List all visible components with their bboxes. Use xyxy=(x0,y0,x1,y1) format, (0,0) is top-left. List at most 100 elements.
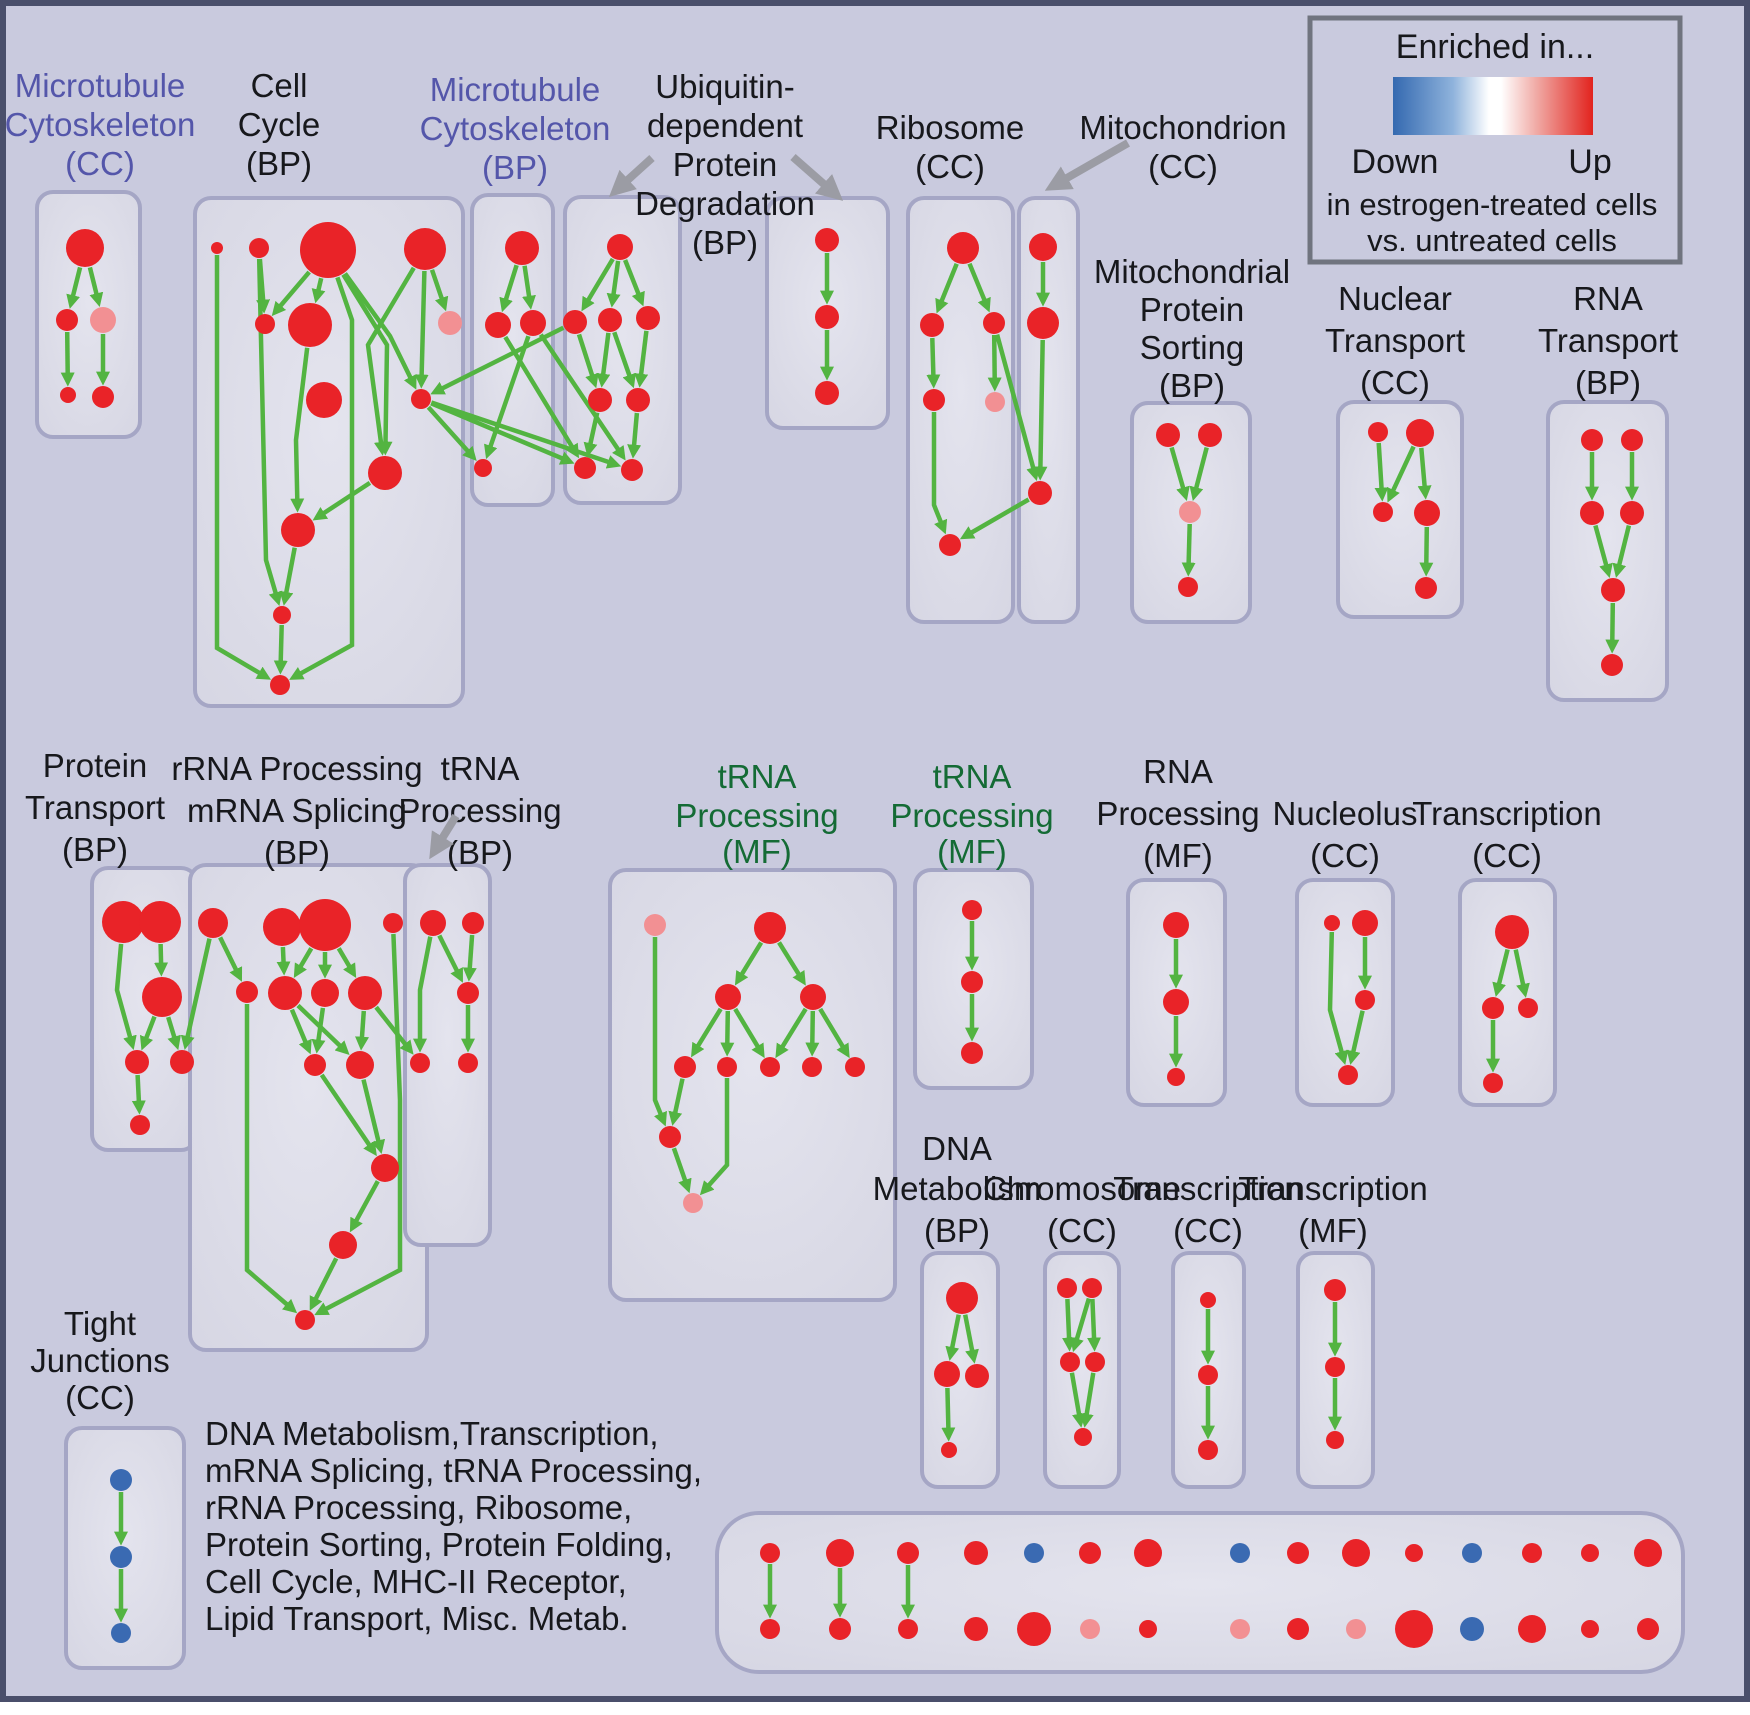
edge-trna-mf-large xyxy=(818,1007,850,1059)
go-node-mito-protein-sorting-s1 xyxy=(1156,423,1180,447)
cluster-box-mitochondrion xyxy=(1017,196,1080,624)
cluster-label-trna-mf-large: (MF) xyxy=(722,833,792,870)
edge-chromosome xyxy=(1079,1372,1096,1428)
edge-protein-transport xyxy=(139,1015,157,1051)
go-node-tight-junctions-j1 xyxy=(110,1469,132,1491)
annotation-arrow-to-ubiquitin-chain-box xyxy=(790,153,844,201)
cluster-label-ribosome: Ribosome xyxy=(876,109,1025,146)
edge-rrna-mrna xyxy=(296,1003,350,1056)
cluster-label-mitochondrion: (CC) xyxy=(1148,148,1218,185)
edge-nucleolus xyxy=(1346,1010,1365,1065)
legend-box xyxy=(1307,15,1683,265)
go-node-ubiquitin-degradation-u4 xyxy=(636,306,660,330)
edge-nuclear-transport xyxy=(1419,526,1434,577)
go-node-trna-bp-b3 xyxy=(457,982,479,1004)
edge-microtubule-cc xyxy=(60,331,75,387)
cluster-label-dna-metabolism: Metabolism xyxy=(873,1170,1042,1207)
go-node-chromosome-c2 xyxy=(1082,1278,1102,1298)
go-node-mitochondrion-m1 xyxy=(1029,233,1057,261)
go-node-trna-mf-small-h3 xyxy=(961,1042,983,1064)
annotation-arrow-to-ubiquitin-box xyxy=(608,155,655,197)
go-node-trna-mf-small-h1 xyxy=(962,900,982,920)
cluster-label-ubiquitin-degradation: Degradation xyxy=(635,185,815,222)
cluster-label-microtubule-cc: (CC) xyxy=(65,145,135,182)
go-node-misc-terms-bn xyxy=(1581,1620,1599,1638)
edge-transcription-cc-mid xyxy=(1492,948,1510,997)
cluster-box-nuclear-transport xyxy=(1336,400,1464,619)
go-node-ubiquitin-chain-q3 xyxy=(815,381,839,405)
go-node-misc-terms-bj xyxy=(1346,1619,1366,1639)
cluster-label-cell-cycle: Cell xyxy=(251,67,308,104)
go-node-ubiquitin-chain-q2 xyxy=(815,305,839,329)
cluster-label-mito-protein-sorting: Mitochondrial xyxy=(1094,253,1290,290)
go-node-microtubule-bp-p2 xyxy=(485,312,511,338)
go-node-rna-transport-v4 xyxy=(1620,501,1644,525)
go-node-mito-protein-sorting-s4 xyxy=(1178,577,1198,597)
nodes-layer xyxy=(56,222,1662,1648)
cluster-label-rna-transport: RNA xyxy=(1573,280,1643,317)
go-node-misc-terms-tj xyxy=(1342,1539,1370,1567)
go-node-misc-terms-bb xyxy=(829,1618,851,1640)
cluster-label-ribosome: (CC) xyxy=(915,148,985,185)
go-node-transcription-cc-low-y2 xyxy=(1198,1365,1218,1385)
go-node-trna-bp-b4 xyxy=(410,1053,430,1073)
edge-chromosome xyxy=(1062,1298,1077,1352)
edge-cell-cycle xyxy=(214,255,272,680)
go-node-misc-terms-tl xyxy=(1462,1543,1482,1563)
cluster-box-chromosome xyxy=(1043,1251,1121,1489)
edge-rrna-mrna xyxy=(361,1079,386,1155)
edge-cell-cycle xyxy=(312,481,372,521)
go-node-mitochondrion-m3 xyxy=(1028,481,1052,505)
cluster-label-nucleolus: Nucleolus xyxy=(1273,795,1418,832)
cross-edge xyxy=(959,497,1030,540)
edge-ribosome xyxy=(987,334,1002,392)
edge-cell-cycle xyxy=(289,276,355,680)
go-node-nuclear-transport-t1 xyxy=(1368,422,1388,442)
edge-dna-metabolism xyxy=(945,1314,961,1361)
go-node-trna-mf-large-g10 xyxy=(659,1126,681,1148)
go-node-trna-mf-large-g3 xyxy=(715,984,741,1010)
go-node-trna-mf-large-g5 xyxy=(674,1056,696,1078)
go-node-rna-transport-v3 xyxy=(1580,501,1604,525)
go-node-cell-cycle-n4 xyxy=(404,228,446,270)
legend-down-label: Down xyxy=(1352,143,1439,181)
cluster-label-tight-junctions: Tight xyxy=(64,1305,136,1342)
go-node-transcription-cc-mid-x1 xyxy=(1495,915,1529,949)
edge-trna-mf-large xyxy=(805,1010,820,1057)
edge-ubiquitin-degradation xyxy=(576,333,599,389)
go-node-rrna-mrna-rn3 xyxy=(299,899,351,951)
go-node-rrna-mrna-rn8 xyxy=(348,976,382,1010)
go-node-trna-mf-large-g1 xyxy=(644,914,666,936)
go-node-misc-terms-tf xyxy=(1079,1542,1101,1564)
go-node-cell-cycle-n11 xyxy=(281,513,315,547)
edge-rrna-mrna xyxy=(336,947,357,978)
go-node-transcription-mf-z1 xyxy=(1324,1279,1346,1301)
cluster-label-protein-transport: Protein xyxy=(43,747,148,784)
edge-microtubule-cc xyxy=(66,266,83,309)
misc-term-list: DNA Metabolism,Transcription, mRNA Splic… xyxy=(205,1415,702,1637)
go-node-misc-terms-tb xyxy=(826,1539,854,1567)
cluster-box-microtubule-cc xyxy=(35,190,142,439)
cross-edge xyxy=(426,405,477,461)
cluster-label-mito-protein-sorting: Protein xyxy=(1140,291,1245,328)
edge-rrna-mrna xyxy=(349,1180,380,1233)
misc-term-line: Protein Sorting, Protein Folding, xyxy=(205,1526,673,1563)
edge-ubiquitin-degradation xyxy=(581,257,615,312)
annotation-arrows-layer xyxy=(429,139,1130,860)
cross-edge xyxy=(430,401,575,465)
cluster-label-tight-junctions: (CC) xyxy=(65,1379,135,1416)
cluster-label-protein-transport: (BP) xyxy=(62,831,128,868)
edge-rna-transport xyxy=(1593,524,1613,579)
cluster-box-rna-transport xyxy=(1546,400,1669,702)
edge-rrna-mrna xyxy=(276,946,291,976)
go-node-cell-cycle-n13 xyxy=(270,675,290,695)
go-node-ubiquitin-degradation-u7 xyxy=(574,457,596,479)
edge-nuclear-transport xyxy=(1387,445,1416,503)
cluster-label-microtubule-bp: Microtubule xyxy=(430,71,601,108)
go-node-rna-processing-mf-k3 xyxy=(1167,1068,1185,1086)
go-node-trna-mf-small-h2 xyxy=(961,971,983,993)
cluster-label-nuclear-transport: Transport xyxy=(1325,322,1465,359)
cluster-label-rna-processing-mf: Processing xyxy=(1096,795,1259,832)
